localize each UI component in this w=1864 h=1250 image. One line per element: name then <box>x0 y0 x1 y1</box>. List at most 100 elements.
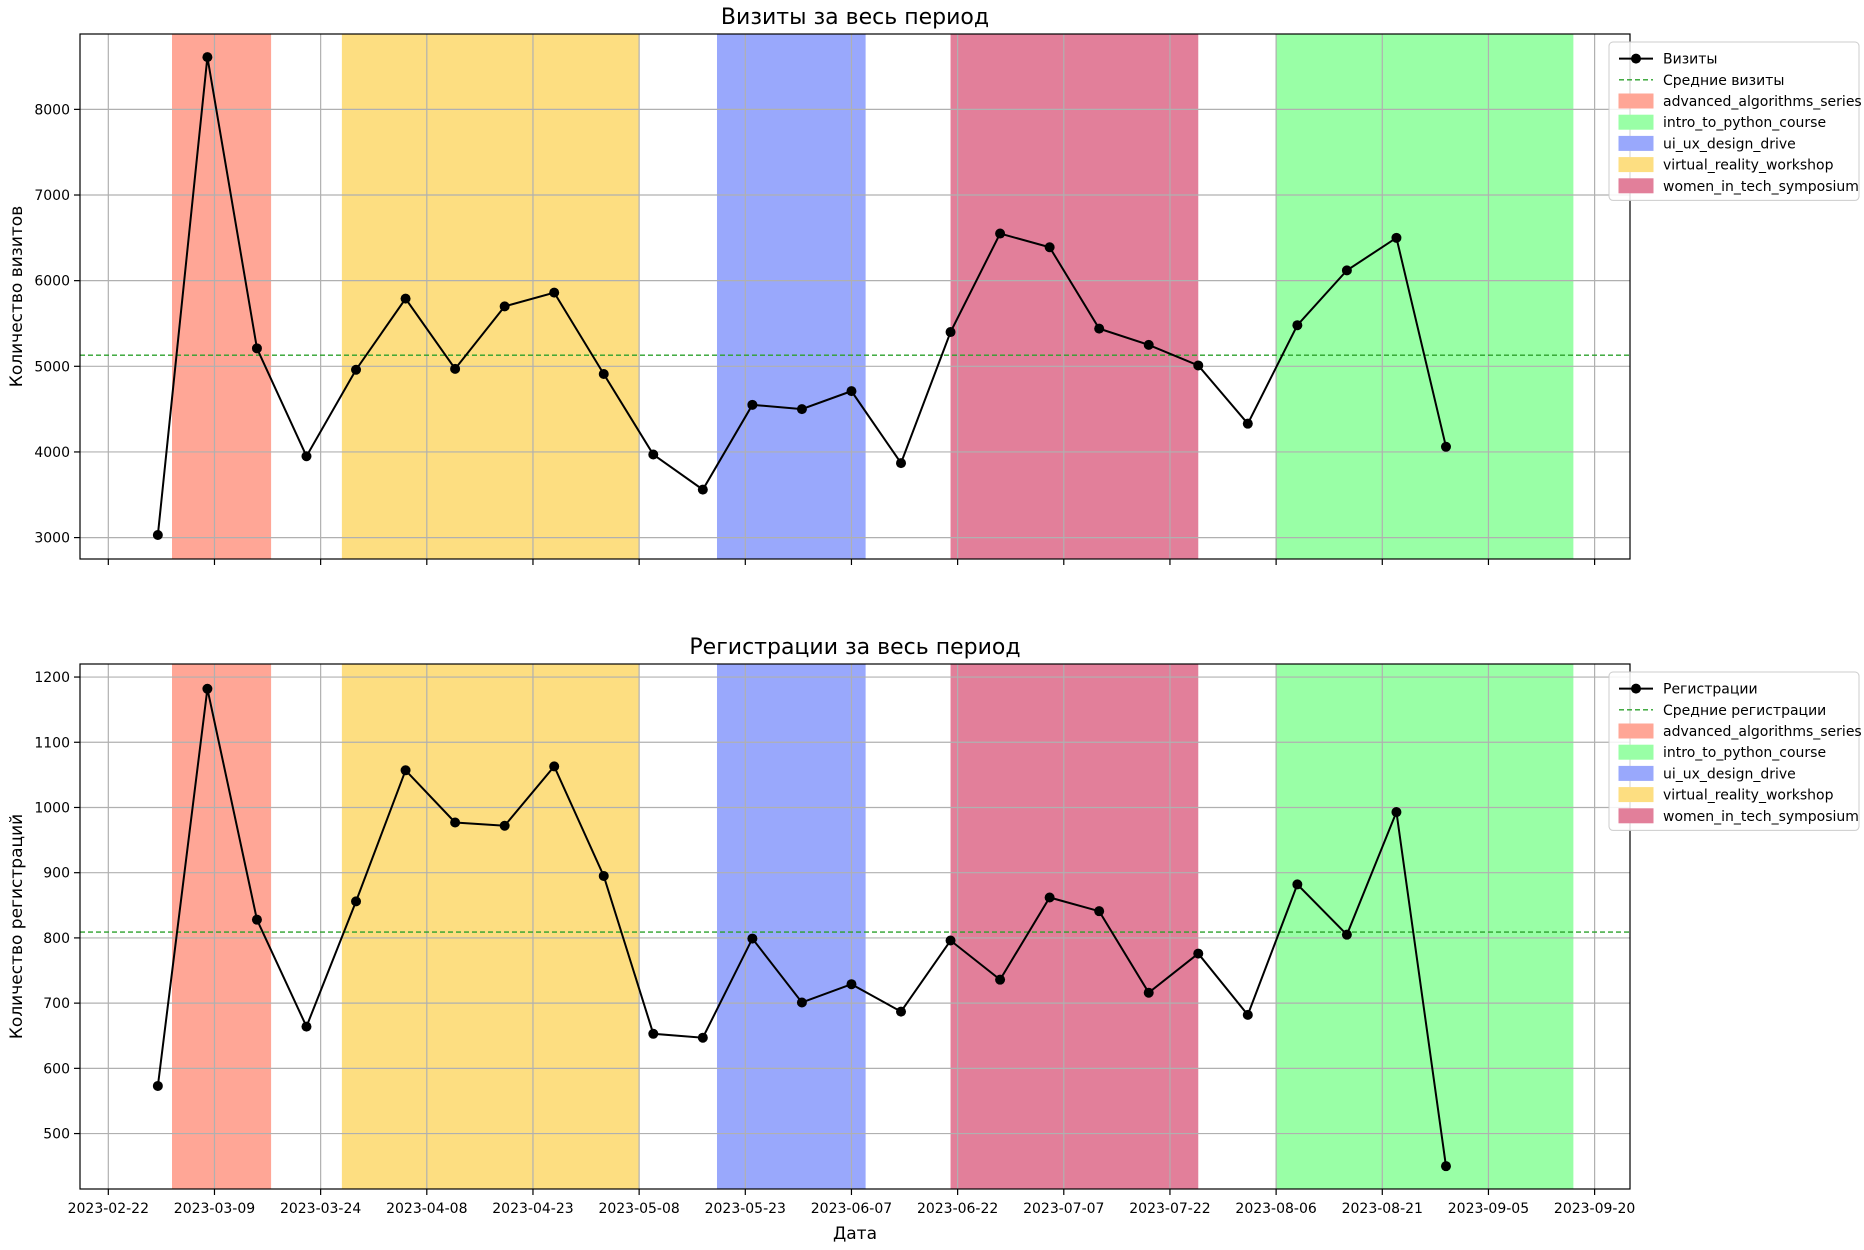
chart-2-point <box>499 820 510 831</box>
chart-2-point <box>202 683 213 694</box>
chart-1-span-intro_to_python_course <box>1276 34 1574 559</box>
chart-2-legend-patch-intro_to_python_course <box>1618 744 1654 760</box>
chart-2-point <box>400 765 411 776</box>
chart-2-point <box>747 933 758 944</box>
chart-1-legend-label: advanced_algorithms_series <box>1663 94 1862 110</box>
chart-2-point <box>549 761 560 772</box>
chart-2-ytick-label: 1100 <box>34 735 70 751</box>
chart-2-legend-patch-ui_ux_design_drive <box>1618 765 1654 781</box>
chart-2-point <box>1341 929 1352 940</box>
chart-1-point <box>1391 232 1402 243</box>
chart-1-point <box>896 458 907 469</box>
chart-2-xtick-label: 2023-02-22 <box>68 1201 149 1217</box>
chart-1-legend-patch-intro_to_python_course <box>1618 114 1654 130</box>
chart-1-point <box>202 52 213 63</box>
chart-1-legend-patch-advanced_algorithms_series <box>1618 93 1654 109</box>
chart-1-legend-label: women_in_tech_symposium <box>1663 179 1859 195</box>
chart-2-point <box>598 870 609 881</box>
chart-1-legend <box>1608 41 1860 201</box>
chart-2-span-intro_to_python_course <box>1276 664 1574 1189</box>
chart-1-point <box>1143 339 1154 350</box>
chart-1-point <box>1242 418 1253 429</box>
chart-1-point <box>598 369 609 380</box>
chart-2-legend <box>1608 671 1860 831</box>
chart-2-legend-label: intro_to_python_course <box>1663 745 1826 761</box>
chart-2-legend-patch-women_in_tech_symposium <box>1618 808 1654 824</box>
chart-1-point <box>301 451 312 462</box>
chart-1-legend-label: ui_ux_design_drive <box>1663 136 1796 152</box>
chart-1-point <box>1440 441 1451 452</box>
chart-2-xtick-label: 2023-04-23 <box>492 1201 573 1217</box>
chart-1-point <box>549 287 560 298</box>
chart-2-legend-patch-advanced_algorithms_series <box>1618 723 1654 739</box>
chart-1-point <box>796 404 807 415</box>
chart-2-point <box>1044 892 1055 903</box>
chart-1-point <box>400 293 411 304</box>
chart-1-ytick-label: 8000 <box>34 102 70 118</box>
chart-1-ytick-label: 3000 <box>34 531 70 547</box>
chart-1-point <box>1094 323 1105 334</box>
chart-2-ytick-label: 1200 <box>34 670 70 686</box>
chart-2-point <box>251 914 262 925</box>
chart-1-legend-label: virtual_reality_workshop <box>1663 158 1834 174</box>
chart-2-ytick-label: 800 <box>43 931 70 947</box>
chart-1-point <box>1341 265 1352 276</box>
chart-2-legend-label: Средние регистрации <box>1663 703 1826 719</box>
chart-2-legend-patch-virtual_reality_workshop <box>1618 787 1654 803</box>
chart-2-legend-label: virtual_reality_workshop <box>1663 788 1834 804</box>
chart-2-point <box>697 1032 708 1043</box>
chart-2-point <box>1391 807 1402 818</box>
chart-2-title: Регистрации за весь период <box>689 635 1020 660</box>
chart-2-xtick-label: 2023-09-20 <box>1554 1201 1635 1217</box>
chart-2-legend-label: women_in_tech_symposium <box>1663 809 1859 825</box>
chart-1-legend-patch-ui_ux_design_drive <box>1618 135 1654 151</box>
chart-2-point <box>995 974 1006 985</box>
chart-2-point <box>450 817 461 828</box>
chart-2-point <box>351 896 362 907</box>
chart-2-ytick-label: 900 <box>43 866 70 882</box>
chart-1-span-women_in_tech_symposium <box>950 34 1199 559</box>
chart-2-xtick-label: 2023-06-22 <box>917 1201 998 1217</box>
chart-1-ylabel: Количество визитов <box>7 206 27 387</box>
chart-1-legend-marker <box>1631 53 1641 64</box>
chart-1-ytick-label: 5000 <box>34 359 70 375</box>
chart-2-xtick-label: 2023-07-22 <box>1129 1201 1210 1217</box>
chart-2-ytick-label: 1000 <box>34 800 70 816</box>
chart-1-ytick-label: 7000 <box>34 188 70 204</box>
chart-2-point <box>1143 987 1154 998</box>
chart-2-point <box>945 935 956 946</box>
chart-2-ytick-label: 600 <box>43 1061 70 1077</box>
chart-2-xtick-label: 2023-05-08 <box>598 1201 679 1217</box>
chart-2-span-ui_ux_design_drive <box>716 664 866 1189</box>
chart-2-point <box>1440 1161 1451 1172</box>
chart-1-point <box>351 364 362 375</box>
chart-2-xtick-label: 2023-07-07 <box>1023 1201 1104 1217</box>
chart-2-point <box>1292 879 1303 890</box>
chart-1-legend-patch-women_in_tech_symposium <box>1618 178 1654 194</box>
chart-2-xtick-label: 2023-08-21 <box>1342 1201 1423 1217</box>
chart-1-legend-label: intro_to_python_course <box>1663 115 1826 131</box>
chart-1-point <box>1292 320 1303 331</box>
chart-1-legend-label: Средние визиты <box>1663 73 1784 89</box>
chart-1-title: Визиты за весь период <box>721 5 989 30</box>
chart-2-frame <box>79 663 1631 1190</box>
chart-2-xtick-label: 2023-04-08 <box>386 1201 467 1217</box>
chart-1-point <box>450 363 461 374</box>
chart-2-span-virtual_reality_workshop <box>341 664 640 1189</box>
chart-2-ytick-label: 700 <box>43 996 70 1012</box>
chart-2-point <box>152 1080 163 1091</box>
chart-2-xtick-label: 2023-08-06 <box>1235 1201 1316 1217</box>
chart-1-legend-patch-virtual_reality_workshop <box>1618 157 1654 173</box>
chart-1-frame <box>79 33 1631 560</box>
chart-1-point <box>1044 242 1055 253</box>
chart-2-legend-marker <box>1631 683 1641 694</box>
chart-2-xlabel: Дата <box>833 1224 877 1244</box>
chart-2-point <box>301 1021 312 1032</box>
chart-2-point <box>796 997 807 1008</box>
chart-1-point <box>697 484 708 495</box>
chart-1-span-ui_ux_design_drive <box>716 34 866 559</box>
chart-2-point <box>1193 948 1204 959</box>
chart-2-point <box>896 1006 907 1017</box>
chart-2-legend-label: Регистрации <box>1663 682 1758 698</box>
